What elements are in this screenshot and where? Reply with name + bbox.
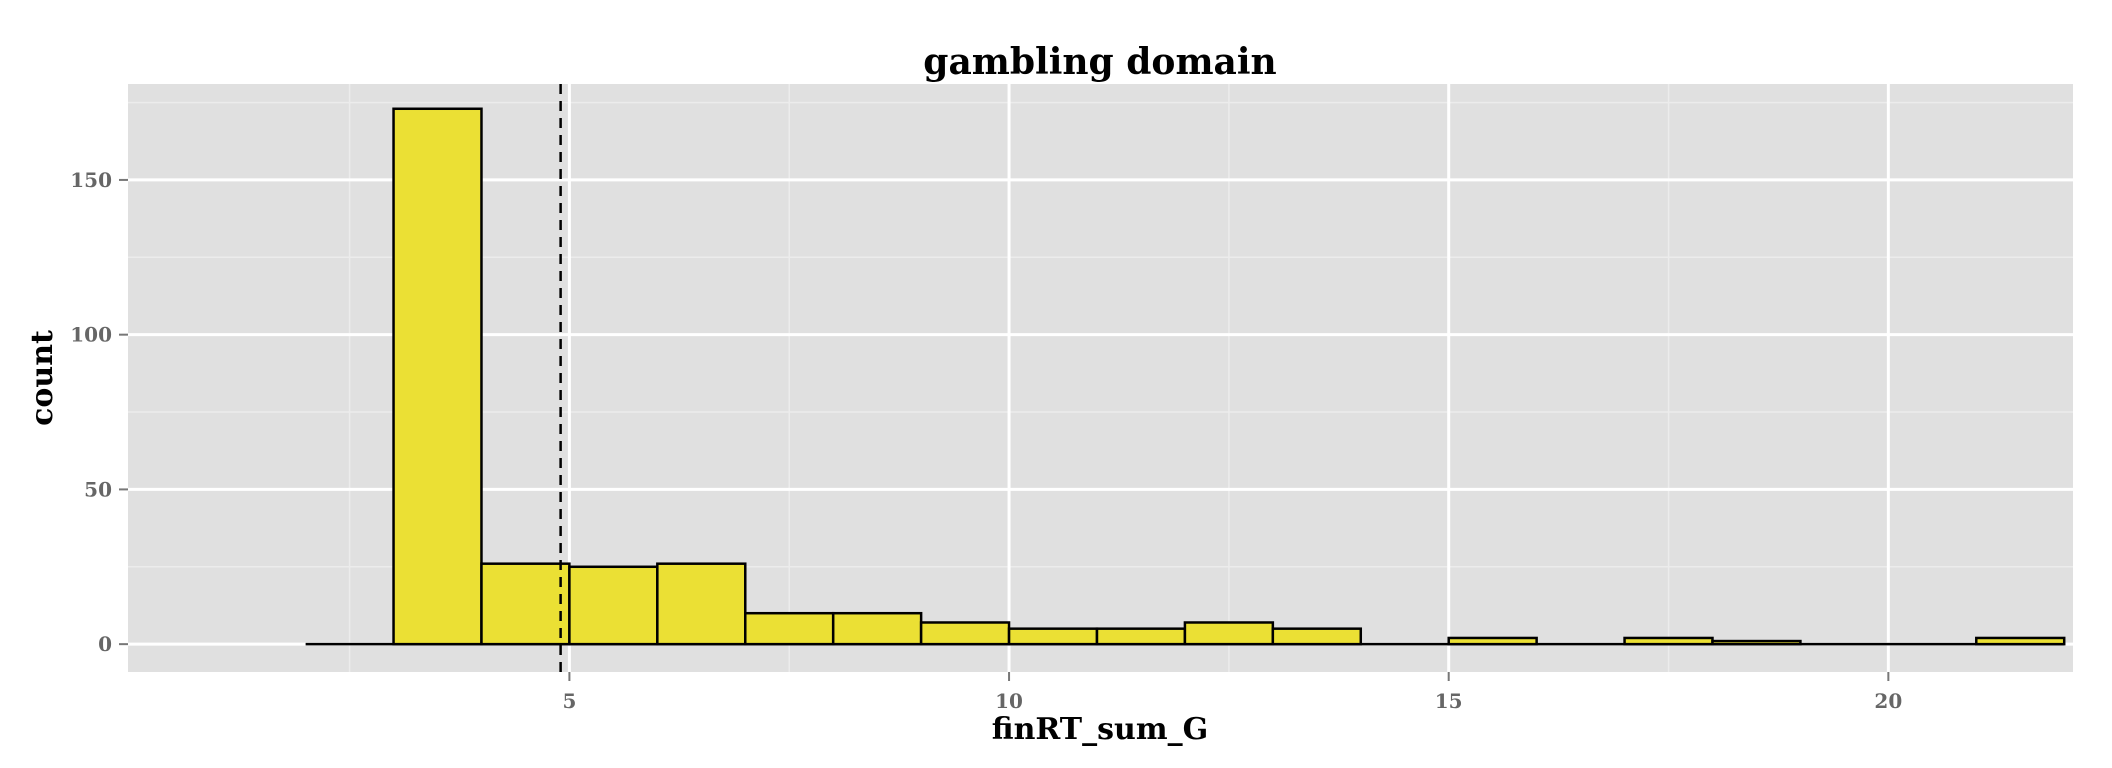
- histogram-bars: [392, 107, 2066, 646]
- histogram-bar: [1711, 639, 1802, 646]
- histogram-bar: [1271, 627, 1363, 646]
- histogram-bar: [831, 611, 923, 646]
- y-tick-label: 100: [70, 323, 112, 347]
- histogram-bar: [1623, 636, 1714, 646]
- x-tick-label: 5: [562, 689, 576, 713]
- histogram-bar: [744, 611, 835, 646]
- chart-title: gambling domain: [923, 41, 1276, 83]
- histogram-bar: [1183, 621, 1275, 646]
- histogram-bar: [1095, 627, 1187, 646]
- histogram-bar: [919, 621, 1011, 646]
- x-tick-label: 15: [1435, 689, 1463, 713]
- x-axis-title: finRT_sum_G: [992, 712, 1208, 747]
- histogram-bar: [1447, 636, 1538, 646]
- histogram-bar: [392, 107, 483, 646]
- axis-ticks: [119, 178, 1890, 681]
- y-tick-label: 150: [70, 168, 112, 192]
- x-tick-label: 20: [1874, 689, 1902, 713]
- y-axis-title: count: [25, 330, 60, 426]
- y-tick-label: 0: [98, 632, 112, 656]
- y-tick-label: 50: [84, 477, 112, 501]
- histogram-bar: [1975, 636, 2066, 646]
- axis-tick-labels: 5 10 15 20 0 50 100 150: [70, 168, 1902, 713]
- x-tick-label: 10: [995, 689, 1023, 713]
- histogram-bar: [568, 565, 659, 646]
- histogram-bar: [656, 562, 747, 646]
- histogram-bar: [1007, 627, 1099, 646]
- histogram-bar: [480, 562, 571, 646]
